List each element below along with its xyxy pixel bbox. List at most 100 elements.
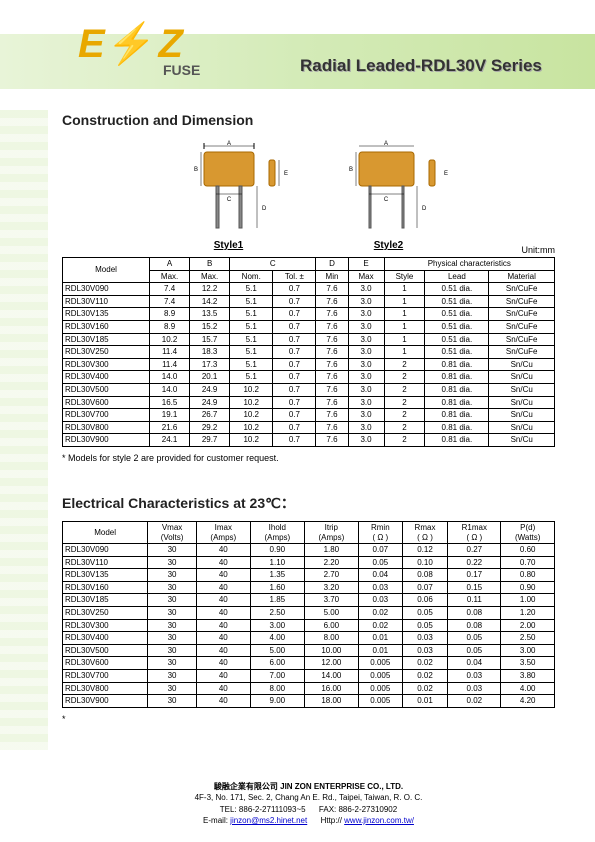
cell: 5.00 [304,607,358,620]
cell: 11.4 [150,358,190,371]
cell: 7.6 [316,283,348,296]
footer-email-link[interactable]: jinzon@ms2.hinet.net [230,816,307,825]
cell: RDL30V300 [63,358,150,371]
th-phys: Physical characteristics [384,258,554,271]
footer-http-label: Http:// [321,816,342,825]
cell: 0.07 [358,544,402,557]
cell: 0.15 [448,581,501,594]
cell: 7.4 [150,283,190,296]
cell: 0.03 [358,594,402,607]
cell: 3.0 [348,409,384,422]
cell: 0.81 dia. [425,358,489,371]
cell: 0.90 [250,544,304,557]
cell: 16.00 [304,682,358,695]
cell: 2.20 [304,556,358,569]
cell: 0.02 [402,657,447,670]
cell: 4.00 [501,682,555,695]
cell: 1 [384,308,425,321]
footer-url-link[interactable]: www.jinzon.com.tw/ [344,816,414,825]
cell: 0.81 dia. [425,409,489,422]
cell: RDL30V500 [63,383,150,396]
cell: 7.6 [316,358,348,371]
cell: RDL30V400 [63,632,148,645]
cell: 29.2 [190,421,230,434]
cell: 8.9 [150,308,190,321]
cell: 11.4 [150,346,190,359]
cell: 0.7 [273,346,316,359]
cell: 7.6 [316,295,348,308]
cell: 30 [148,682,197,695]
logo: E⚡Z [78,20,185,67]
cell: 0.7 [273,283,316,296]
th2-itrip: Itrip(Amps) [304,521,358,543]
table-row: RDL30V13530401.352.700.040.080.170.80 [63,569,555,582]
cell: 0.08 [448,619,501,632]
cell: Sn/Cu [489,421,555,434]
table-row: RDL30V30011.417.35.10.77.63.020.81 dia.S… [63,358,555,371]
cell: 1.10 [250,556,304,569]
style2-svg: A B D C E [329,140,449,235]
cell: 5.1 [230,320,273,333]
th-a: A [150,258,190,271]
cell: 0.7 [273,396,316,409]
cell: 1.85 [250,594,304,607]
th2-imax: Imax(Amps) [196,521,250,543]
cell: 0.03 [402,632,447,645]
cell: 7.4 [150,295,190,308]
th2-rmin: Rmin( Ω ) [358,521,402,543]
cell: RDL30V185 [63,333,150,346]
cell: 7.6 [316,421,348,434]
cell: 3.50 [501,657,555,670]
cell: 0.11 [448,594,501,607]
cell: 3.0 [348,358,384,371]
cell: Sn/Cu [489,434,555,447]
cell: 5.1 [230,295,273,308]
svg-text:B: B [193,167,197,173]
cell: RDL30V800 [63,682,148,695]
cell: RDL30V110 [63,295,150,308]
table-row: RDL30V18510.215.75.10.77.63.010.51 dia.S… [63,333,555,346]
cell: 6.00 [304,619,358,632]
table-row: RDL30V25030402.505.000.020.050.081.20 [63,607,555,620]
cell: 40 [196,644,250,657]
cell: 17.3 [190,358,230,371]
cell: 0.01 [358,632,402,645]
cell: Sn/CuFe [489,283,555,296]
cell: 24.1 [150,434,190,447]
cell: 0.51 dia. [425,346,489,359]
table-row: RDL30V18530401.853.700.030.060.111.00 [63,594,555,607]
cell: 1.80 [304,544,358,557]
style1-diagram: A B D C E Style1 [169,140,289,253]
cell: Sn/CuFe [489,295,555,308]
cell: 4.20 [501,695,555,708]
cell: 30 [148,670,197,683]
cell: 2.50 [250,607,304,620]
cell: 3.0 [348,396,384,409]
electrical-table: Model Vmax(Volts) Imax(Amps) Ihold(Amps)… [62,521,555,708]
svg-text:E: E [284,171,288,177]
cell: 40 [196,581,250,594]
th-lead: Lead [425,270,489,283]
table-row: RDL30V60030406.0012.000.0050.020.043.50 [63,657,555,670]
table-row: RDL30V1107.414.25.10.77.63.010.51 dia.Sn… [63,295,555,308]
cell: 0.05 [402,619,447,632]
table-row: RDL30V09030400.901.800.070.120.270.60 [63,544,555,557]
cell: 0.01 [402,695,447,708]
cell: 0.02 [448,695,501,708]
th-style: Style [384,270,425,283]
cell: 8.00 [250,682,304,695]
cell: 0.03 [358,581,402,594]
cell: 0.7 [273,295,316,308]
cell: RDL30V110 [63,556,148,569]
th-model: Model [63,258,150,283]
cell: 0.02 [402,682,447,695]
cell: 30 [148,544,197,557]
th-a-sub: Max. [150,270,190,283]
cell: 2 [384,409,425,422]
svg-text:C: C [226,197,231,203]
cell: 0.04 [358,569,402,582]
cell: 0.06 [402,594,447,607]
cell: 0.51 dia. [425,333,489,346]
cell: 5.1 [230,308,273,321]
logo-z: Z [159,22,185,66]
